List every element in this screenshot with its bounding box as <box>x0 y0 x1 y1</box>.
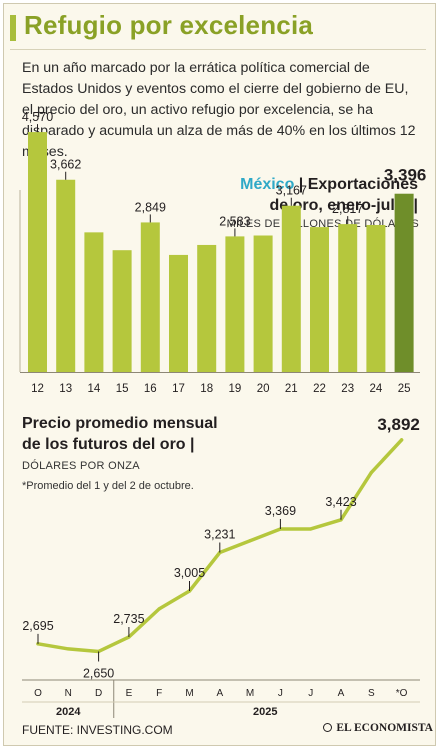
gold-data-label: 3,892 <box>377 415 420 434</box>
gold-month-tick-label: J <box>308 688 313 699</box>
exports-bar-25 <box>394 193 414 372</box>
gold-month-tick-label: M <box>185 688 193 699</box>
exports-heading-country: México <box>240 176 295 193</box>
gold-data-label: 3,423 <box>325 495 356 509</box>
exports-bar-14 <box>84 232 104 372</box>
brand-logo: EL ECONOMISTA <box>323 722 433 734</box>
gold-price-point <box>400 438 404 442</box>
gold-month-tick-label: M <box>246 688 254 699</box>
gold-data-label: 3,369 <box>265 504 296 518</box>
exports-tick-label: 25 <box>398 383 411 395</box>
exports-bar-15 <box>112 250 132 372</box>
exports-data-label: 3,167 <box>276 184 307 198</box>
gold-month-tick-label: F <box>156 688 162 699</box>
gold-year-label: 2025 <box>253 706 277 718</box>
exports-bar-chart: 12 4,570 13 3,662 14 15 16 2,849 17 18 19 2,583 20 21… <box>19 110 427 395</box>
gold-month-tick-label: A <box>216 688 223 699</box>
exports-heading-separator: | <box>294 176 308 193</box>
exports-tick-label: 14 <box>88 383 101 395</box>
gold-month-tick-label: N <box>65 688 72 699</box>
gold-year-label: 2024 <box>56 706 81 718</box>
gold-data-label: 2,650 <box>83 666 114 680</box>
source-credit: FUENTE: INVESTING.COM <box>22 723 173 737</box>
exports-bar-19 <box>225 236 245 372</box>
gold-footnote: *Promedio del 1 y del 2 de octubre. <box>22 480 194 492</box>
gold-price-point <box>369 470 373 475</box>
gold-month-tick-label: D <box>95 688 102 699</box>
exports-tick-label: 18 <box>200 383 213 395</box>
exports-data-label: 2,583 <box>219 214 250 228</box>
exports-bar-13 <box>56 179 76 372</box>
gold-price-point <box>218 550 222 555</box>
gold-heading-line1: Precio promedio mensual <box>22 415 218 432</box>
gold-price-point <box>66 647 70 651</box>
exports-heading-part2: de oro, enero-julio | <box>269 197 418 214</box>
exports-data-label: 2,817 <box>332 202 363 216</box>
gold-month-tick-label: *O <box>396 688 408 699</box>
gold-data-label: 3,005 <box>174 566 205 580</box>
exports-bar-12 <box>28 132 47 372</box>
brand-mark-icon <box>323 723 333 732</box>
exports-tick-label: 19 <box>229 383 242 395</box>
title-divider <box>10 49 426 50</box>
gold-month-tick-label: O <box>34 688 42 699</box>
infographic-frame <box>3 3 436 746</box>
gold-price-point <box>278 527 282 531</box>
exports-data-label: 3,662 <box>50 158 81 172</box>
exports-data-label: 4,570 <box>22 110 53 124</box>
exports-tick-label: 13 <box>59 383 72 395</box>
exports-bar-16 <box>140 222 160 372</box>
brand-name: EL ECONOMISTA <box>336 722 433 734</box>
exports-bar-22 <box>310 227 329 372</box>
page-title: Refugio por excelencia <box>24 10 314 40</box>
gold-month-tick-label: E <box>126 688 133 699</box>
exports-data-label: 3,396 <box>384 166 427 185</box>
gold-month-tick-label: A <box>338 688 345 699</box>
exports-bar-21 <box>281 205 301 372</box>
gold-data-label: 3,231 <box>204 527 235 541</box>
exports-chart-heading: México | Exportaciones de oro, enero-jul… <box>240 174 418 216</box>
gold-unit-label: DÓLARES POR ONZA <box>22 460 140 472</box>
gold-heading-line2: de los futuros del oro | <box>22 436 195 453</box>
intro-paragraph: En un año marcado por la errática políti… <box>22 60 416 160</box>
gold-month-tick-label: J <box>278 688 283 699</box>
exports-tick-label: 21 <box>285 383 298 395</box>
gold-month-tick-label: S <box>368 688 375 699</box>
exports-bar-20 <box>253 235 273 372</box>
exports-tick-label: 22 <box>313 383 326 395</box>
exports-bar-17 <box>169 254 188 372</box>
gold-price-point <box>248 539 252 543</box>
exports-tick-label: 20 <box>257 383 270 395</box>
title-accent-bar <box>10 15 16 41</box>
exports-heading-part1: Exportaciones <box>307 176 418 193</box>
exports-data-label: 2,849 <box>135 200 166 214</box>
exports-bar-18 <box>197 244 217 372</box>
exports-bar-23 <box>338 224 358 372</box>
gold-price-chart-heading: Precio promedio mensual de los futuros d… <box>22 413 218 455</box>
exports-tick-label: 23 <box>341 383 354 395</box>
exports-tick-label: 12 <box>31 383 44 395</box>
exports-bar-24 <box>366 225 386 372</box>
gold-data-label: 2,695 <box>22 619 53 633</box>
exports-tick-label: 15 <box>116 383 129 395</box>
exports-tick-label: 16 <box>144 383 157 395</box>
exports-tick-label: 24 <box>370 383 383 395</box>
gold-data-label: 2,735 <box>113 612 144 626</box>
exports-tick-label: 17 <box>172 383 185 395</box>
gold-price-point <box>309 527 313 531</box>
gold-price-point <box>157 607 161 611</box>
